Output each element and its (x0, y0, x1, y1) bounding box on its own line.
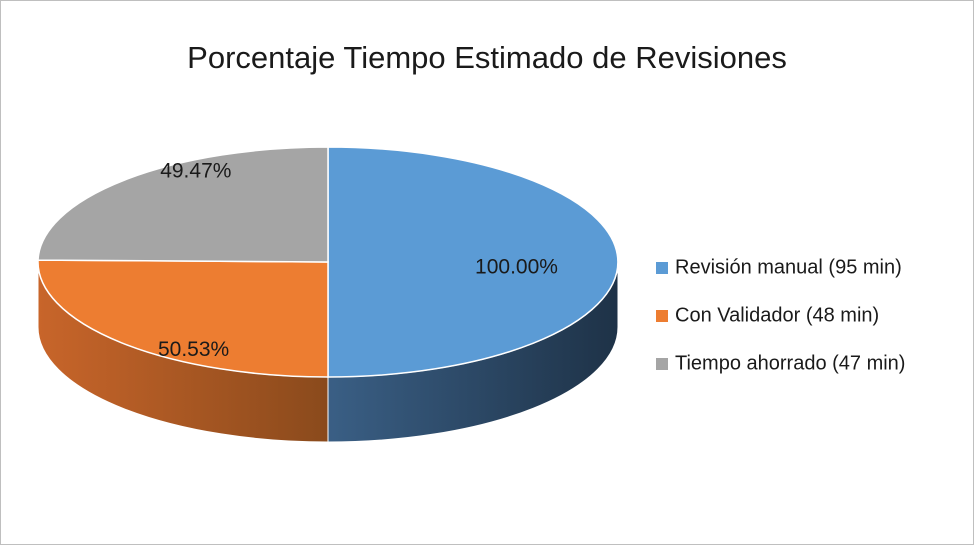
data-label: 50.53% (158, 338, 229, 361)
legend-label: Tiempo ahorrado (47 min) (675, 352, 905, 374)
legend-label: Revisión manual (95 min) (675, 256, 902, 278)
data-label: 100.00% (475, 256, 558, 279)
legend-swatch (656, 358, 668, 370)
legend-swatch (656, 310, 668, 322)
slice (327, 146, 619, 378)
slice (37, 146, 329, 263)
chart-title: Porcentaje Tiempo Estimado de Revisiones (187, 40, 787, 75)
legend-label: Con Validador (48 min) (675, 304, 879, 326)
legend-swatch (656, 262, 668, 274)
slice (37, 259, 329, 378)
data-label: 49.47% (160, 159, 231, 182)
